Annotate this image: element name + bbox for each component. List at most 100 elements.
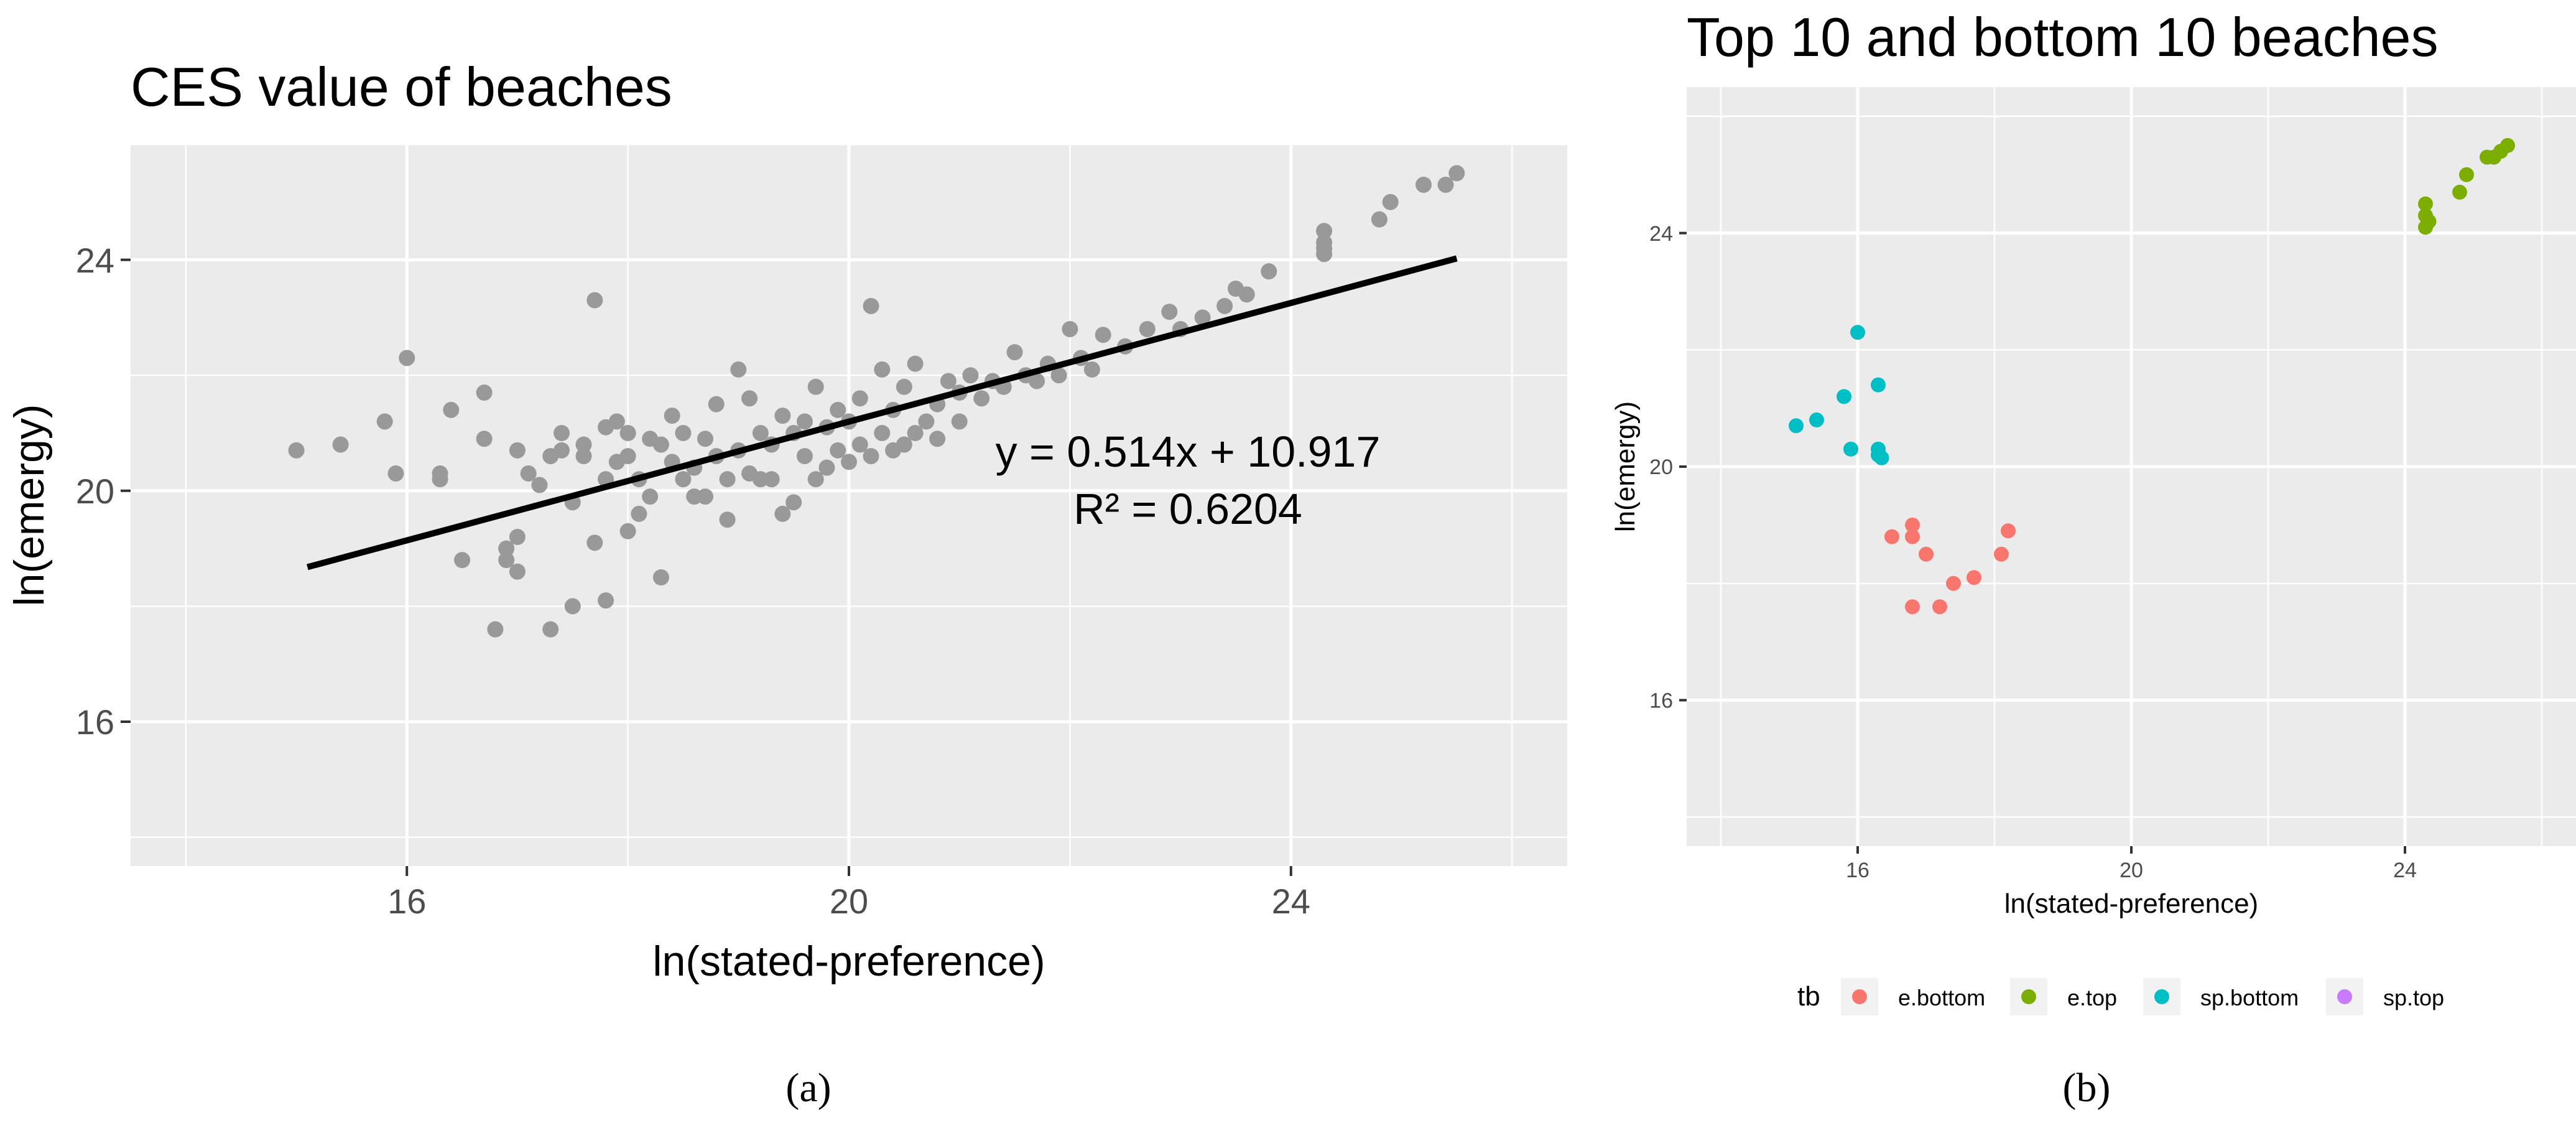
data-point [719, 511, 736, 528]
chart-b-legend: tb e.bottom e.top sp.bottom sp.top [1797, 978, 2444, 1015]
data-point-sp-bottom [1843, 441, 1858, 457]
y-tick-label: 24 [1649, 222, 1673, 246]
data-point [863, 297, 879, 314]
data-point [1238, 286, 1255, 303]
data-point [752, 471, 769, 488]
data-point [376, 413, 393, 430]
chart-a-x-axis-ticks: 16 20 24 [387, 866, 1310, 921]
data-point-sp-bottom [1850, 325, 1865, 340]
data-point [1371, 211, 1388, 228]
data-point [818, 459, 835, 476]
caption-a: (a) [785, 1065, 831, 1111]
data-point [476, 385, 493, 401]
data-point [719, 471, 736, 488]
data-point [1448, 165, 1465, 182]
data-point [454, 552, 471, 569]
chart-a-equation: y = 0.514x + 10.917 [996, 427, 1381, 476]
chart-b-x-axis-label: ln(stated-preference) [2004, 888, 2258, 919]
data-point [675, 471, 692, 488]
chart-a-fit-line [307, 255, 1458, 571]
chart-b-x-axis-ticks: 16 20 24 [1846, 846, 2417, 882]
y-tick-label: 20 [1649, 455, 1673, 479]
data-point [1029, 373, 1045, 389]
data-point [686, 488, 703, 505]
data-point [1216, 297, 1233, 314]
data-point [564, 598, 581, 615]
caption-b: (b) [2063, 1065, 2111, 1111]
data-point [1083, 361, 1100, 378]
data-point-e-top [2452, 184, 2467, 200]
data-point-e-bottom [1905, 599, 1920, 615]
data-point [830, 401, 846, 418]
data-point [520, 465, 537, 482]
data-point [851, 436, 868, 453]
data-point [1316, 223, 1333, 240]
data-point [929, 431, 946, 447]
data-point [951, 413, 968, 430]
x-tick-label: 20 [830, 882, 868, 921]
chart-a-y-axis-ticks: 16 20 24 [76, 241, 131, 742]
chart-b-y-axis-ticks: 16 20 24 [1649, 222, 1687, 713]
data-point [896, 436, 912, 453]
data-point [1095, 327, 1111, 343]
data-point-e-bottom [1905, 517, 1920, 533]
data-point [807, 471, 824, 488]
data-point [619, 523, 636, 539]
data-point-e-bottom [1884, 529, 1899, 544]
data-point [675, 425, 692, 441]
data-point [1161, 304, 1178, 320]
data-point [631, 505, 647, 522]
data-point [774, 408, 791, 424]
data-point-sp-bottom [1837, 389, 1851, 404]
data-point-sp-bottom [1871, 377, 1886, 393]
data-point [863, 448, 879, 465]
legend-label-sp-bottom: sp.bottom [2200, 985, 2299, 1010]
data-point [973, 390, 990, 407]
legend-marker-e-top [2021, 989, 2036, 1004]
data-point [332, 436, 349, 453]
data-point [697, 431, 713, 447]
data-point-e-top [2418, 196, 2433, 212]
chart-a-r2: R² = 0.6204 [1073, 485, 1302, 533]
data-point [851, 390, 868, 407]
data-point-sp-bottom [1789, 418, 1804, 434]
chart-b-y-axis-label: ln(emergy) [1610, 401, 1641, 532]
data-point [697, 488, 713, 505]
data-point [730, 361, 747, 378]
data-point-e-bottom [1967, 570, 1981, 585]
data-point [763, 471, 780, 488]
data-point [796, 413, 813, 430]
data-point-e-top [2421, 213, 2437, 229]
x-tick-label: 20 [2120, 859, 2143, 882]
chart-b-title: Top 10 and bottom 10 beaches [1687, 6, 2438, 68]
data-point [796, 448, 813, 465]
data-point [586, 292, 603, 309]
data-point [874, 425, 891, 441]
data-point [443, 401, 460, 418]
data-point-e-bottom [1905, 529, 1920, 544]
data-point [509, 529, 526, 546]
data-point [509, 563, 526, 580]
data-point-e-bottom [1994, 546, 2009, 562]
data-point [664, 408, 680, 424]
data-point-e-top [2500, 138, 2515, 153]
data-point [399, 350, 415, 366]
chart-a-y-axis-label: ln(emergy) [6, 404, 53, 607]
data-point-e-bottom [2001, 523, 2016, 539]
data-point [1437, 176, 1454, 193]
data-point [619, 425, 636, 441]
data-point [774, 505, 791, 522]
legend-label-sp-top: sp.top [2383, 985, 2444, 1010]
data-point [487, 621, 504, 638]
data-point [619, 448, 636, 465]
data-point [387, 465, 404, 482]
data-point [598, 592, 614, 609]
y-tick-label: 24 [76, 241, 114, 280]
y-tick-label: 20 [76, 472, 114, 511]
data-point-sp-bottom [1809, 412, 1824, 427]
data-point [708, 396, 725, 413]
data-point [531, 477, 548, 493]
legend-marker-e-bottom [1852, 989, 1867, 1004]
data-point [1062, 320, 1078, 337]
data-point [907, 425, 924, 441]
